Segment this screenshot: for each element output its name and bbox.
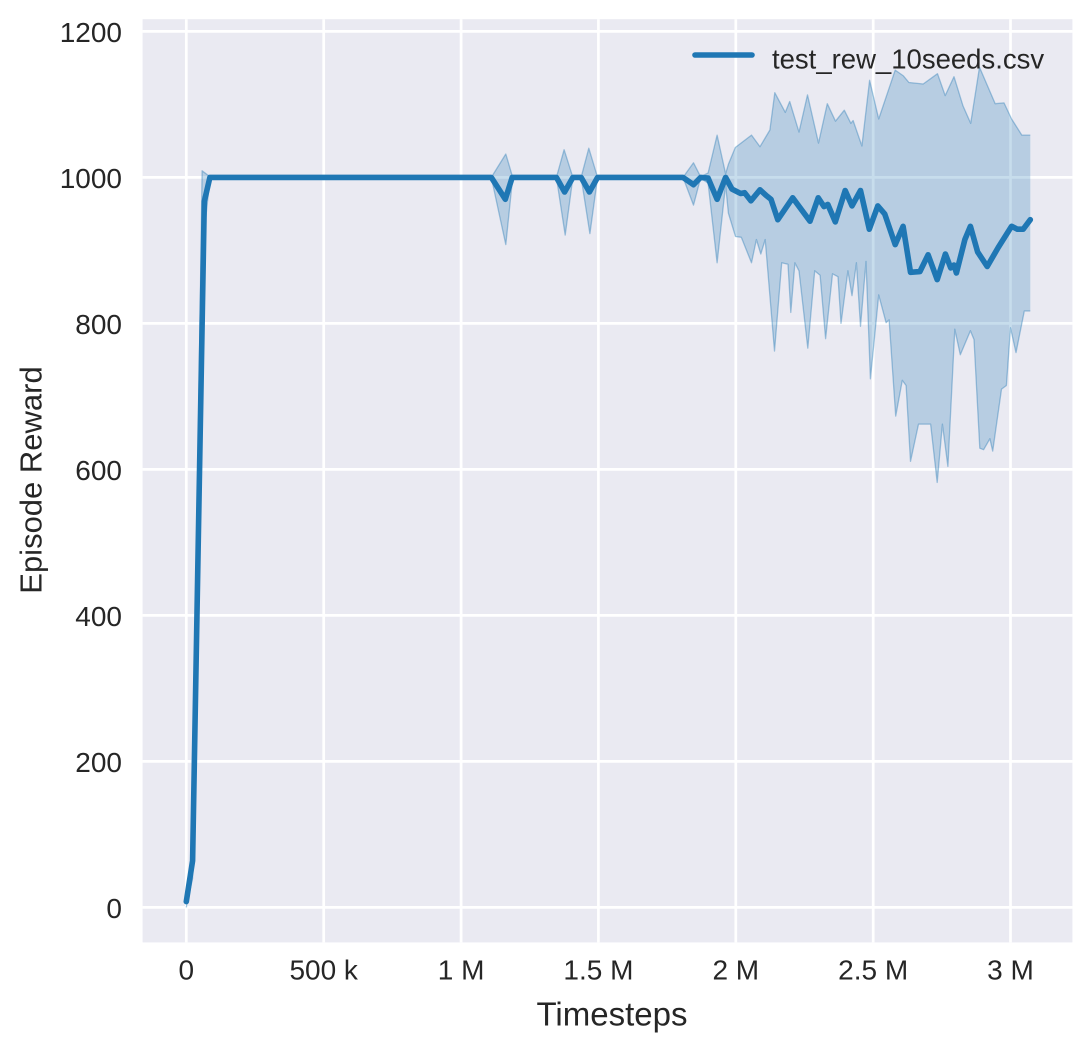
- svg-text:2.5 M: 2.5 M: [838, 955, 908, 986]
- svg-text:400: 400: [75, 601, 122, 632]
- svg-text:0: 0: [179, 955, 195, 986]
- svg-text:Timesteps: Timesteps: [537, 996, 688, 1033]
- svg-text:1200: 1200: [60, 17, 122, 48]
- svg-text:2 M: 2 M: [712, 955, 759, 986]
- svg-text:800: 800: [75, 309, 122, 340]
- svg-text:200: 200: [75, 747, 122, 778]
- svg-text:600: 600: [75, 455, 122, 486]
- svg-text:test_rew_10seeds.csv: test_rew_10seeds.csv: [772, 43, 1044, 74]
- svg-text:3 M: 3 M: [987, 955, 1034, 986]
- svg-text:1.5 M: 1.5 M: [563, 955, 633, 986]
- svg-text:1 M: 1 M: [438, 955, 485, 986]
- svg-text:500 k: 500 k: [289, 955, 358, 986]
- svg-text:Episode Reward: Episode Reward: [13, 366, 48, 593]
- svg-text:1000: 1000: [60, 163, 122, 194]
- svg-text:0: 0: [106, 893, 122, 924]
